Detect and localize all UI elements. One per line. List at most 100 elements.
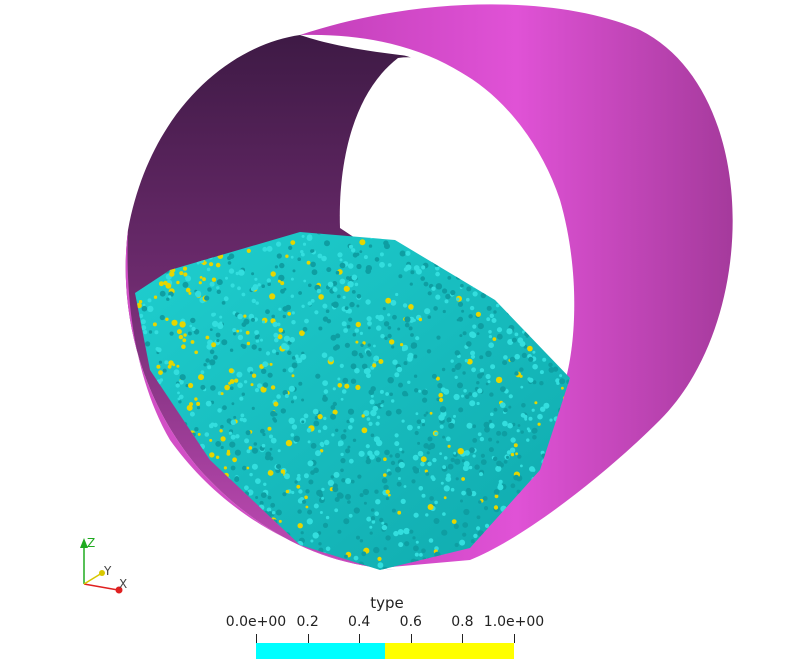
- particle: [454, 375, 458, 379]
- particle: [322, 380, 328, 386]
- particle: [332, 287, 338, 292]
- particle: [158, 535, 164, 541]
- particle: [182, 467, 187, 471]
- particle: [282, 314, 286, 319]
- particle: [391, 399, 395, 403]
- particle: [489, 392, 494, 397]
- particle: [159, 290, 166, 297]
- particle: [162, 368, 167, 373]
- particle: [531, 408, 535, 412]
- particle: [143, 412, 147, 415]
- particle: [228, 253, 235, 259]
- particle: [463, 508, 470, 516]
- particle: [143, 330, 148, 335]
- particle: [374, 450, 380, 456]
- particle: [475, 560, 481, 566]
- particle: [170, 562, 177, 569]
- particle: [456, 569, 461, 570]
- particle: [332, 401, 337, 407]
- particle: [359, 354, 364, 359]
- particle: [161, 443, 167, 449]
- particle: [183, 461, 188, 466]
- particle: [251, 298, 256, 304]
- particle: [250, 383, 254, 387]
- particle: [299, 330, 305, 336]
- particle: [461, 309, 465, 313]
- particle: [183, 272, 188, 277]
- particle: [340, 397, 344, 401]
- particle: [270, 271, 276, 277]
- particle: [152, 493, 159, 500]
- particle: [532, 525, 537, 531]
- particle: [172, 363, 176, 367]
- particle: [414, 570, 419, 575]
- particle: [143, 390, 147, 393]
- particle: [140, 436, 145, 440]
- particle: [370, 409, 377, 417]
- particle: [273, 418, 278, 423]
- particle: [414, 388, 419, 393]
- particle: [442, 435, 446, 439]
- particle: [194, 290, 202, 298]
- particle: [559, 534, 563, 538]
- particle: [391, 345, 395, 349]
- particle: [222, 405, 227, 411]
- particle: [191, 513, 195, 517]
- particle: [516, 429, 520, 433]
- particle: [443, 485, 450, 492]
- particle: [359, 331, 363, 335]
- particle: [442, 309, 446, 314]
- particle: [420, 456, 427, 463]
- particle: [202, 277, 206, 282]
- particle: [485, 350, 492, 357]
- particle: [495, 465, 502, 472]
- particle: [131, 474, 134, 477]
- particle: [232, 328, 237, 333]
- particle: [209, 498, 213, 502]
- particle: [240, 516, 244, 520]
- particle: [267, 426, 272, 431]
- particle: [271, 349, 277, 354]
- particle: [138, 557, 142, 561]
- particle: [344, 306, 349, 310]
- particle: [131, 498, 135, 502]
- particle: [164, 360, 169, 365]
- particle: [508, 394, 513, 399]
- particle: [287, 350, 292, 355]
- particle: [305, 489, 310, 494]
- particle: [267, 544, 270, 548]
- particle: [257, 283, 261, 287]
- particle: [377, 562, 384, 569]
- particle: [539, 370, 544, 375]
- particle: [499, 402, 506, 408]
- particle: [344, 383, 350, 389]
- particle: [341, 478, 346, 483]
- particle: [498, 479, 503, 484]
- particle: [376, 415, 381, 419]
- particle: [284, 394, 289, 398]
- particle: [340, 433, 347, 440]
- particle: [567, 550, 570, 556]
- particle: [297, 509, 302, 514]
- particle: [362, 570, 367, 575]
- particle: [413, 374, 418, 378]
- particle: [409, 529, 414, 534]
- particle: [210, 422, 215, 427]
- particle: [262, 432, 266, 437]
- particle: [233, 332, 237, 336]
- particle: [472, 392, 478, 398]
- particle: [383, 484, 389, 491]
- particle: [423, 398, 427, 403]
- particle: [355, 340, 359, 344]
- particle: [131, 533, 134, 536]
- particle: [397, 510, 402, 515]
- particle: [374, 257, 380, 262]
- color-legend-segment-high: [385, 643, 514, 659]
- particle: [558, 551, 565, 558]
- particle: [260, 338, 263, 342]
- particle: [379, 517, 384, 523]
- particle: [398, 274, 403, 279]
- particle: [517, 424, 521, 427]
- particle: [439, 397, 444, 403]
